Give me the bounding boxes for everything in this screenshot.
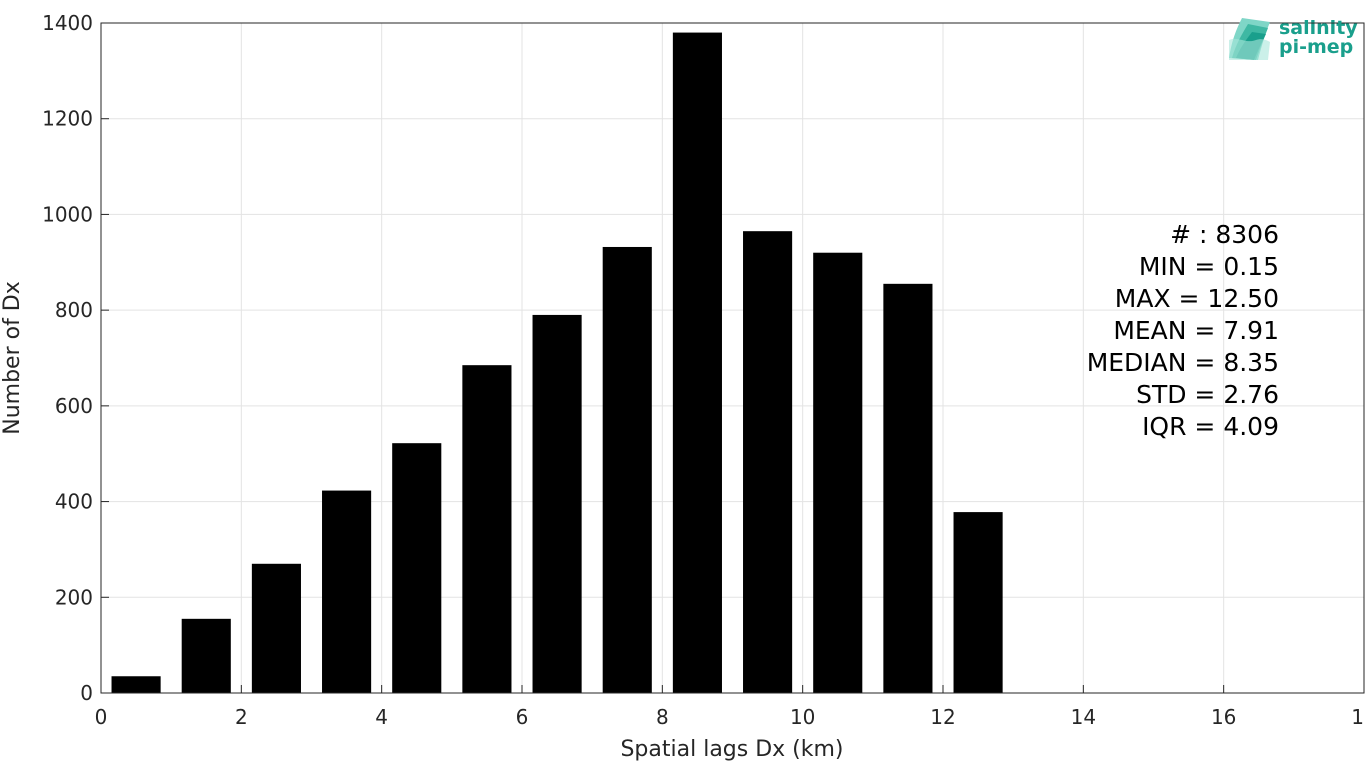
y-tick-label: 0 <box>80 681 93 705</box>
y-tick-label: 200 <box>55 585 93 609</box>
axis-ticks <box>100 22 1365 694</box>
x-tick-label: 8 <box>656 705 669 729</box>
x-tick-label: 18 <box>1351 705 1365 729</box>
x-tick-label: 10 <box>790 705 815 729</box>
stat-line: IQR = 4.09 <box>1142 412 1279 441</box>
bar <box>322 490 372 693</box>
bars <box>111 32 1003 694</box>
x-tick-label: 14 <box>1071 705 1096 729</box>
stat-line: STD = 2.76 <box>1136 380 1279 409</box>
y-tick-label: 1400 <box>42 11 93 35</box>
bar <box>392 443 442 693</box>
salinity-pi-mep-logo: salinity pi-mep <box>1229 17 1358 60</box>
bar <box>462 365 512 693</box>
x-tick-label: 0 <box>95 705 108 729</box>
bar <box>672 32 722 694</box>
y-axis-label: Number of Dx <box>0 281 25 435</box>
x-tick-label: 2 <box>235 705 248 729</box>
y-tick-label: 800 <box>55 298 93 322</box>
stat-line: MEDIAN = 8.35 <box>1087 348 1279 377</box>
bar <box>813 252 863 693</box>
x-tick-label: 16 <box>1211 705 1236 729</box>
stat-line: MIN = 0.15 <box>1139 252 1279 281</box>
plot-frame <box>100 22 1365 694</box>
x-tick-label: 6 <box>516 705 529 729</box>
stats-box: # : 8306 MIN = 0.15 MAX = 12.50 MEAN = 7.91… <box>1087 220 1279 441</box>
bar <box>883 283 933 693</box>
y-tick-label: 1200 <box>42 107 93 131</box>
bar <box>251 563 301 693</box>
logo-line1: salinity <box>1279 17 1358 39</box>
bar <box>532 314 582 693</box>
logo-line2: pi-mep <box>1279 36 1353 58</box>
bar <box>602 246 652 693</box>
bar <box>743 231 793 693</box>
x-tick-labels: 0 2 4 6 8 10 12 14 16 18 <box>95 705 1365 729</box>
y-tick-labels: 0 200 400 600 800 1000 1200 1400 <box>42 11 93 705</box>
bar <box>111 676 161 693</box>
waves-icon <box>1229 18 1270 60</box>
x-tick-label: 4 <box>375 705 388 729</box>
x-tick-label: 12 <box>930 705 955 729</box>
bar <box>181 618 231 693</box>
stat-line: # : 8306 <box>1170 220 1279 249</box>
bar <box>953 512 1003 693</box>
y-tick-label: 600 <box>55 394 93 418</box>
y-tick-label: 400 <box>55 490 93 514</box>
stat-line: MAX = 12.50 <box>1115 284 1279 313</box>
stat-line: MEAN = 7.91 <box>1113 316 1279 345</box>
y-tick-label: 1000 <box>42 202 93 226</box>
x-axis-label: Spatial lags Dx (km) <box>620 737 843 762</box>
